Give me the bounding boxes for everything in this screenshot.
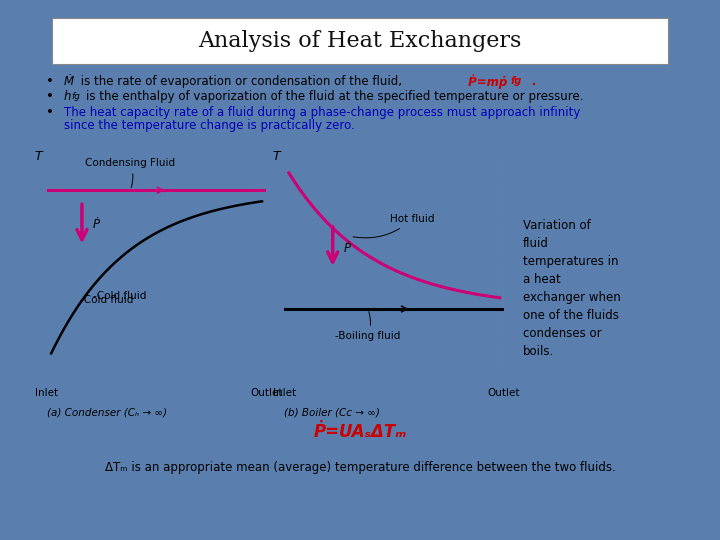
Text: Condensing Fluid: Condensing Fluid — [85, 158, 175, 187]
Text: Analysis of Heat Exchangers: Analysis of Heat Exchangers — [198, 30, 522, 52]
Text: Outlet: Outlet — [250, 388, 283, 399]
Text: Outlet: Outlet — [487, 388, 521, 399]
Text: -Cold fluid: -Cold fluid — [80, 295, 133, 305]
Text: Ṁ: Ṁ — [64, 75, 74, 87]
Text: since the temperature change is practically zero.: since the temperature change is practica… — [64, 119, 354, 132]
Text: (a) Condenser (Cₕ → ∞): (a) Condenser (Cₕ → ∞) — [47, 407, 167, 417]
Text: Ṗ=mṗ: Ṗ=mṗ — [464, 74, 507, 89]
Text: ΔTₘ is an appropriate mean (average) temperature difference between the two flui: ΔTₘ is an appropriate mean (average) tem… — [104, 461, 616, 474]
Text: -Boiling fluid: -Boiling fluid — [336, 312, 400, 341]
Text: h: h — [64, 90, 71, 103]
Text: Inlet: Inlet — [35, 388, 58, 399]
Text: Variation of
fluid
temperatures in
a heat
exchanger when
one of the fluids
conde: Variation of fluid temperatures in a hea… — [523, 219, 621, 359]
FancyBboxPatch shape — [52, 18, 668, 64]
Text: is the enthalpy of vaporization of the fluid at the specified temperature or pre: is the enthalpy of vaporization of the f… — [86, 90, 584, 103]
Text: The heat capacity rate of a fluid during a phase-change process must approach in: The heat capacity rate of a fluid during… — [64, 106, 580, 119]
Text: Ṗ: Ṗ — [93, 219, 100, 232]
Text: fg: fg — [510, 76, 522, 86]
Text: fg: fg — [72, 92, 81, 101]
Text: •: • — [45, 75, 53, 87]
Text: (b) Boiler (Cᴄ → ∞): (b) Boiler (Cᴄ → ∞) — [284, 407, 380, 417]
Text: Inlet: Inlet — [273, 388, 296, 399]
Text: •: • — [45, 90, 53, 103]
Text: Ṗ=UAₛΔTₘ: Ṗ=UAₛΔTₘ — [313, 423, 407, 441]
Text: -Cold fluid: -Cold fluid — [93, 291, 146, 301]
Text: Hot fluid: Hot fluid — [353, 214, 434, 238]
Text: is the rate of evaporation or condensation of the fluid,: is the rate of evaporation or condensati… — [77, 75, 402, 87]
Text: T: T — [272, 150, 280, 163]
Text: .: . — [528, 75, 537, 87]
Text: T: T — [35, 150, 42, 163]
Text: •: • — [45, 106, 53, 119]
Text: Ṗ: Ṗ — [343, 242, 351, 255]
